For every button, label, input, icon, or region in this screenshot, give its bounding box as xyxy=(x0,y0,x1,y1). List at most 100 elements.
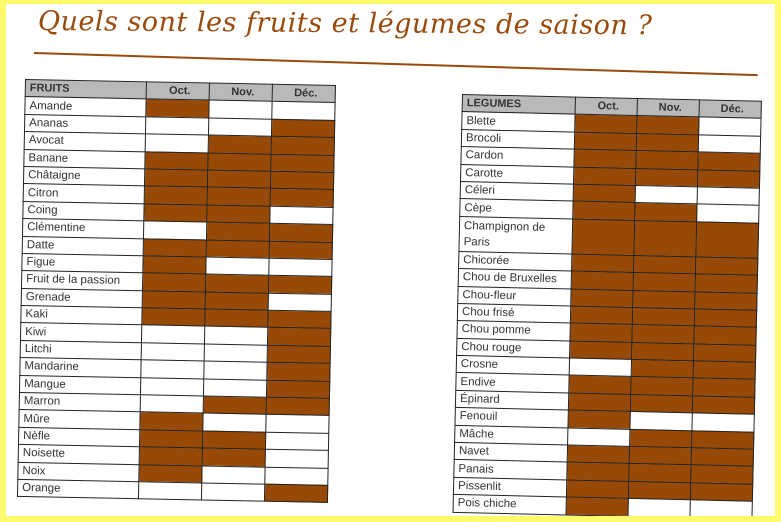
item-name: Châtaigne xyxy=(23,166,145,187)
season-cell-oct xyxy=(145,99,210,118)
season-cell-nov xyxy=(633,255,696,274)
season-cell-nov xyxy=(635,150,699,170)
season-cell-oct xyxy=(139,412,204,431)
season-cell-nov xyxy=(205,256,270,276)
item-name: Kaki xyxy=(20,305,143,326)
season-cell-dec xyxy=(269,223,333,242)
item-name: Chou pomme xyxy=(456,320,571,341)
item-name: Brocoli xyxy=(461,129,575,150)
page-title: Quels sont les fruits et légumes de sais… xyxy=(37,6,653,42)
season-cell-dec xyxy=(266,379,330,399)
season-cell-oct xyxy=(568,392,631,412)
item-name: Amande xyxy=(24,96,147,117)
season-cell-oct xyxy=(567,427,630,447)
item-name: Avocat xyxy=(24,131,146,152)
season-cell-dec xyxy=(697,152,761,171)
season-cell-dec xyxy=(693,326,757,345)
item-name: Litchi xyxy=(20,340,142,361)
season-cell-oct xyxy=(142,255,207,275)
season-cell-dec xyxy=(266,362,331,382)
season-cell-dec xyxy=(269,205,334,225)
season-cell-nov xyxy=(631,342,694,361)
season-cell-dec xyxy=(697,169,760,189)
item-name: Pissenlit xyxy=(453,477,567,498)
season-cell-dec xyxy=(271,119,335,138)
item-name: Chicorée xyxy=(458,251,572,272)
season-cell-dec xyxy=(270,171,334,190)
item-name: Datte xyxy=(22,235,144,256)
season-cell-nov xyxy=(207,187,271,206)
item-name: Blette xyxy=(461,111,576,132)
item-name: Chou de Bruxelles xyxy=(458,268,572,289)
season-cell-dec xyxy=(271,101,336,121)
season-cell-oct xyxy=(565,497,629,516)
season-cell-dec xyxy=(693,360,756,380)
season-cell-dec xyxy=(268,275,332,295)
season-cell-oct xyxy=(144,168,208,188)
season-cell-dec xyxy=(267,310,332,329)
season-cell-dec xyxy=(266,397,330,416)
item-name: Noix xyxy=(17,462,140,482)
item-name: Endive xyxy=(455,372,570,393)
season-cell-dec xyxy=(692,395,755,415)
season-cell-dec xyxy=(690,482,753,502)
category-header: LEGUMES xyxy=(462,94,576,115)
category-header: FRUITS xyxy=(25,79,147,100)
season-cell-oct xyxy=(143,238,207,257)
season-cell-nov xyxy=(203,378,267,398)
season-cell-oct xyxy=(141,307,206,327)
item-name: Marron xyxy=(19,392,141,413)
season-cell-dec xyxy=(697,186,760,206)
season-cell-nov xyxy=(206,222,270,241)
season-cell-dec xyxy=(691,447,754,467)
season-cell-dec xyxy=(268,292,332,312)
season-cell-nov xyxy=(629,429,692,448)
season-cell-nov xyxy=(208,100,273,120)
season-cell-oct xyxy=(142,290,206,310)
season-cell-oct xyxy=(140,394,204,414)
season-cell-nov xyxy=(630,394,693,414)
season-cell-oct xyxy=(141,325,205,344)
season-cell-nov xyxy=(205,291,269,311)
season-cell-nov xyxy=(633,220,697,257)
season-cell-dec xyxy=(695,273,758,293)
season-cell-oct xyxy=(140,360,205,379)
season-cell-oct xyxy=(567,445,630,464)
item-name: Chou frisé xyxy=(457,303,571,324)
season-cell-dec xyxy=(268,258,333,277)
season-cell-dec xyxy=(692,378,756,398)
season-cell-nov xyxy=(632,289,696,309)
season-cell-nov xyxy=(204,309,269,328)
season-cell-nov xyxy=(206,239,270,259)
item-name: Ananas xyxy=(24,114,146,134)
season-cell-nov xyxy=(627,498,691,516)
season-cell-dec xyxy=(694,291,758,311)
month-header-oct: Oct. xyxy=(146,81,210,101)
season-cell-oct xyxy=(566,462,630,482)
season-cell-nov xyxy=(635,168,698,187)
item-name: Chou-fleur xyxy=(457,285,572,306)
item-name: Citron xyxy=(23,183,145,204)
season-cell-nov xyxy=(202,448,266,467)
month-header-nov: Nov. xyxy=(637,98,700,118)
item-name: Pois chiche xyxy=(453,494,567,515)
season-cell-oct xyxy=(572,201,636,221)
month-header-nov: Nov. xyxy=(209,83,273,102)
item-name: Crosne xyxy=(456,355,570,376)
season-cell-nov xyxy=(631,324,695,344)
season-cell-dec xyxy=(270,188,334,208)
season-cell-dec xyxy=(693,343,756,363)
season-cell-oct xyxy=(569,358,632,377)
season-cell-nov xyxy=(631,359,694,379)
season-cell-nov xyxy=(204,326,268,346)
fruits-table: FRUITS Oct. Nov. Déc. Amande Ananas Avocat Bana… xyxy=(17,79,336,503)
season-cell-dec xyxy=(695,221,759,258)
season-cell-nov xyxy=(202,430,266,450)
season-cell-nov xyxy=(633,272,696,292)
season-cell-nov xyxy=(632,307,695,327)
season-cell-nov xyxy=(628,481,691,500)
item-name: Épinard xyxy=(455,390,569,411)
season-cell-nov xyxy=(202,413,267,432)
season-cell-oct xyxy=(569,340,632,360)
season-cell-oct xyxy=(568,375,632,395)
